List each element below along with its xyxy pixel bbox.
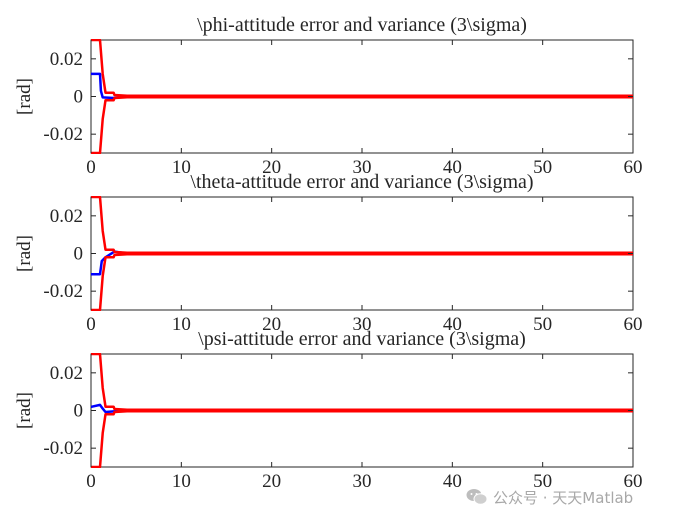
chart-2-series-2-line <box>91 196 633 254</box>
chart-1-y-tick-label: -0.02 <box>43 124 83 145</box>
chart-1-x-tick-label: 50 <box>533 157 552 178</box>
chart-1-series-2-line <box>91 39 633 97</box>
chart-1-axes: 0 10 20 30 40 50 600.020-0.02\phi-attitude err… <box>14 14 643 178</box>
chart-2-y-tick-label: 0 <box>74 244 84 265</box>
chart-2-x-tick-label: 40 <box>443 314 462 335</box>
chart-2-y-tick-label: 0.02 <box>50 206 83 227</box>
chart-2-x-tick-label: 50 <box>533 314 552 335</box>
chart-1-title: \phi-attitude error and variance (3\sigm… <box>197 14 527 36</box>
chart-1-x-tick-label: 30 <box>353 157 372 178</box>
chart-2-axes: 0 10 20 30 40 50 600.020-0.02\theta-attitude e… <box>14 171 643 335</box>
chart-1-series-3-line <box>91 96 633 154</box>
chart-3-series-group <box>91 353 633 468</box>
chart-3-title: \psi-attitude error and variance (3\sigm… <box>198 328 526 350</box>
chart-2-x-tick-label: 20 <box>262 314 281 335</box>
chart-3-series-2-line <box>91 353 633 411</box>
chart-3-series-3-line <box>91 410 633 468</box>
chart-1-y-tick-label: 0 <box>74 87 84 108</box>
chart-1-x-tick-label: 40 <box>443 157 462 178</box>
chart-1-x-tick-label: 10 <box>172 157 191 178</box>
chart-1-y-axis-label: [rad] <box>14 78 35 115</box>
chart-3-y-axis-label: [rad] <box>14 392 35 429</box>
chart-3-y-tick-label: 0 <box>74 401 84 422</box>
chart-1-x-tick-label: 0 <box>86 157 96 178</box>
chart-1-x-tick-label: 60 <box>624 157 643 178</box>
chart-2-x-tick-label: 30 <box>353 314 372 335</box>
chart-2-title: \theta-attitude error and variance (3\si… <box>190 171 533 193</box>
chart-2-x-tick-label: 10 <box>172 314 191 335</box>
chart-3-x-tick-label: 60 <box>624 471 643 492</box>
wechat-icon <box>466 489 488 505</box>
chart-3-x-tick-label: 40 <box>443 471 462 492</box>
chart-2-y-tick-label: -0.02 <box>43 281 83 302</box>
chart-3-x-tick-label: 10 <box>172 471 191 492</box>
chart-1-x-tick-label: 20 <box>262 157 281 178</box>
chart-2-x-tick-label: 0 <box>86 314 96 335</box>
chart-2-x-tick-label: 60 <box>624 314 643 335</box>
chart-3-y-tick-label: -0.02 <box>43 438 83 459</box>
watermark-text: 公众号 · 天天Matlab <box>493 488 634 507</box>
chart-1-y-tick-label: 0.02 <box>50 49 83 70</box>
chart-3-x-tick-label: 20 <box>262 471 281 492</box>
chart-1-series-group <box>91 39 633 154</box>
chart-2-y-axis-label: [rad] <box>14 235 35 272</box>
chart-3-y-tick-label: 0.02 <box>50 363 83 384</box>
chart-2-series-3-line <box>91 253 633 311</box>
watermark: 公众号 · 天天Matlab <box>466 486 633 508</box>
chart-3-x-tick-label: 50 <box>533 471 552 492</box>
chart-3-x-tick-label: 0 <box>86 471 96 492</box>
chart-2-series-group <box>91 196 633 311</box>
chart-3-x-tick-label: 30 <box>353 471 372 492</box>
chart-3-axes: 0 10 20 30 40 50 600.020-0.02\psi-attitude err… <box>14 328 643 492</box>
